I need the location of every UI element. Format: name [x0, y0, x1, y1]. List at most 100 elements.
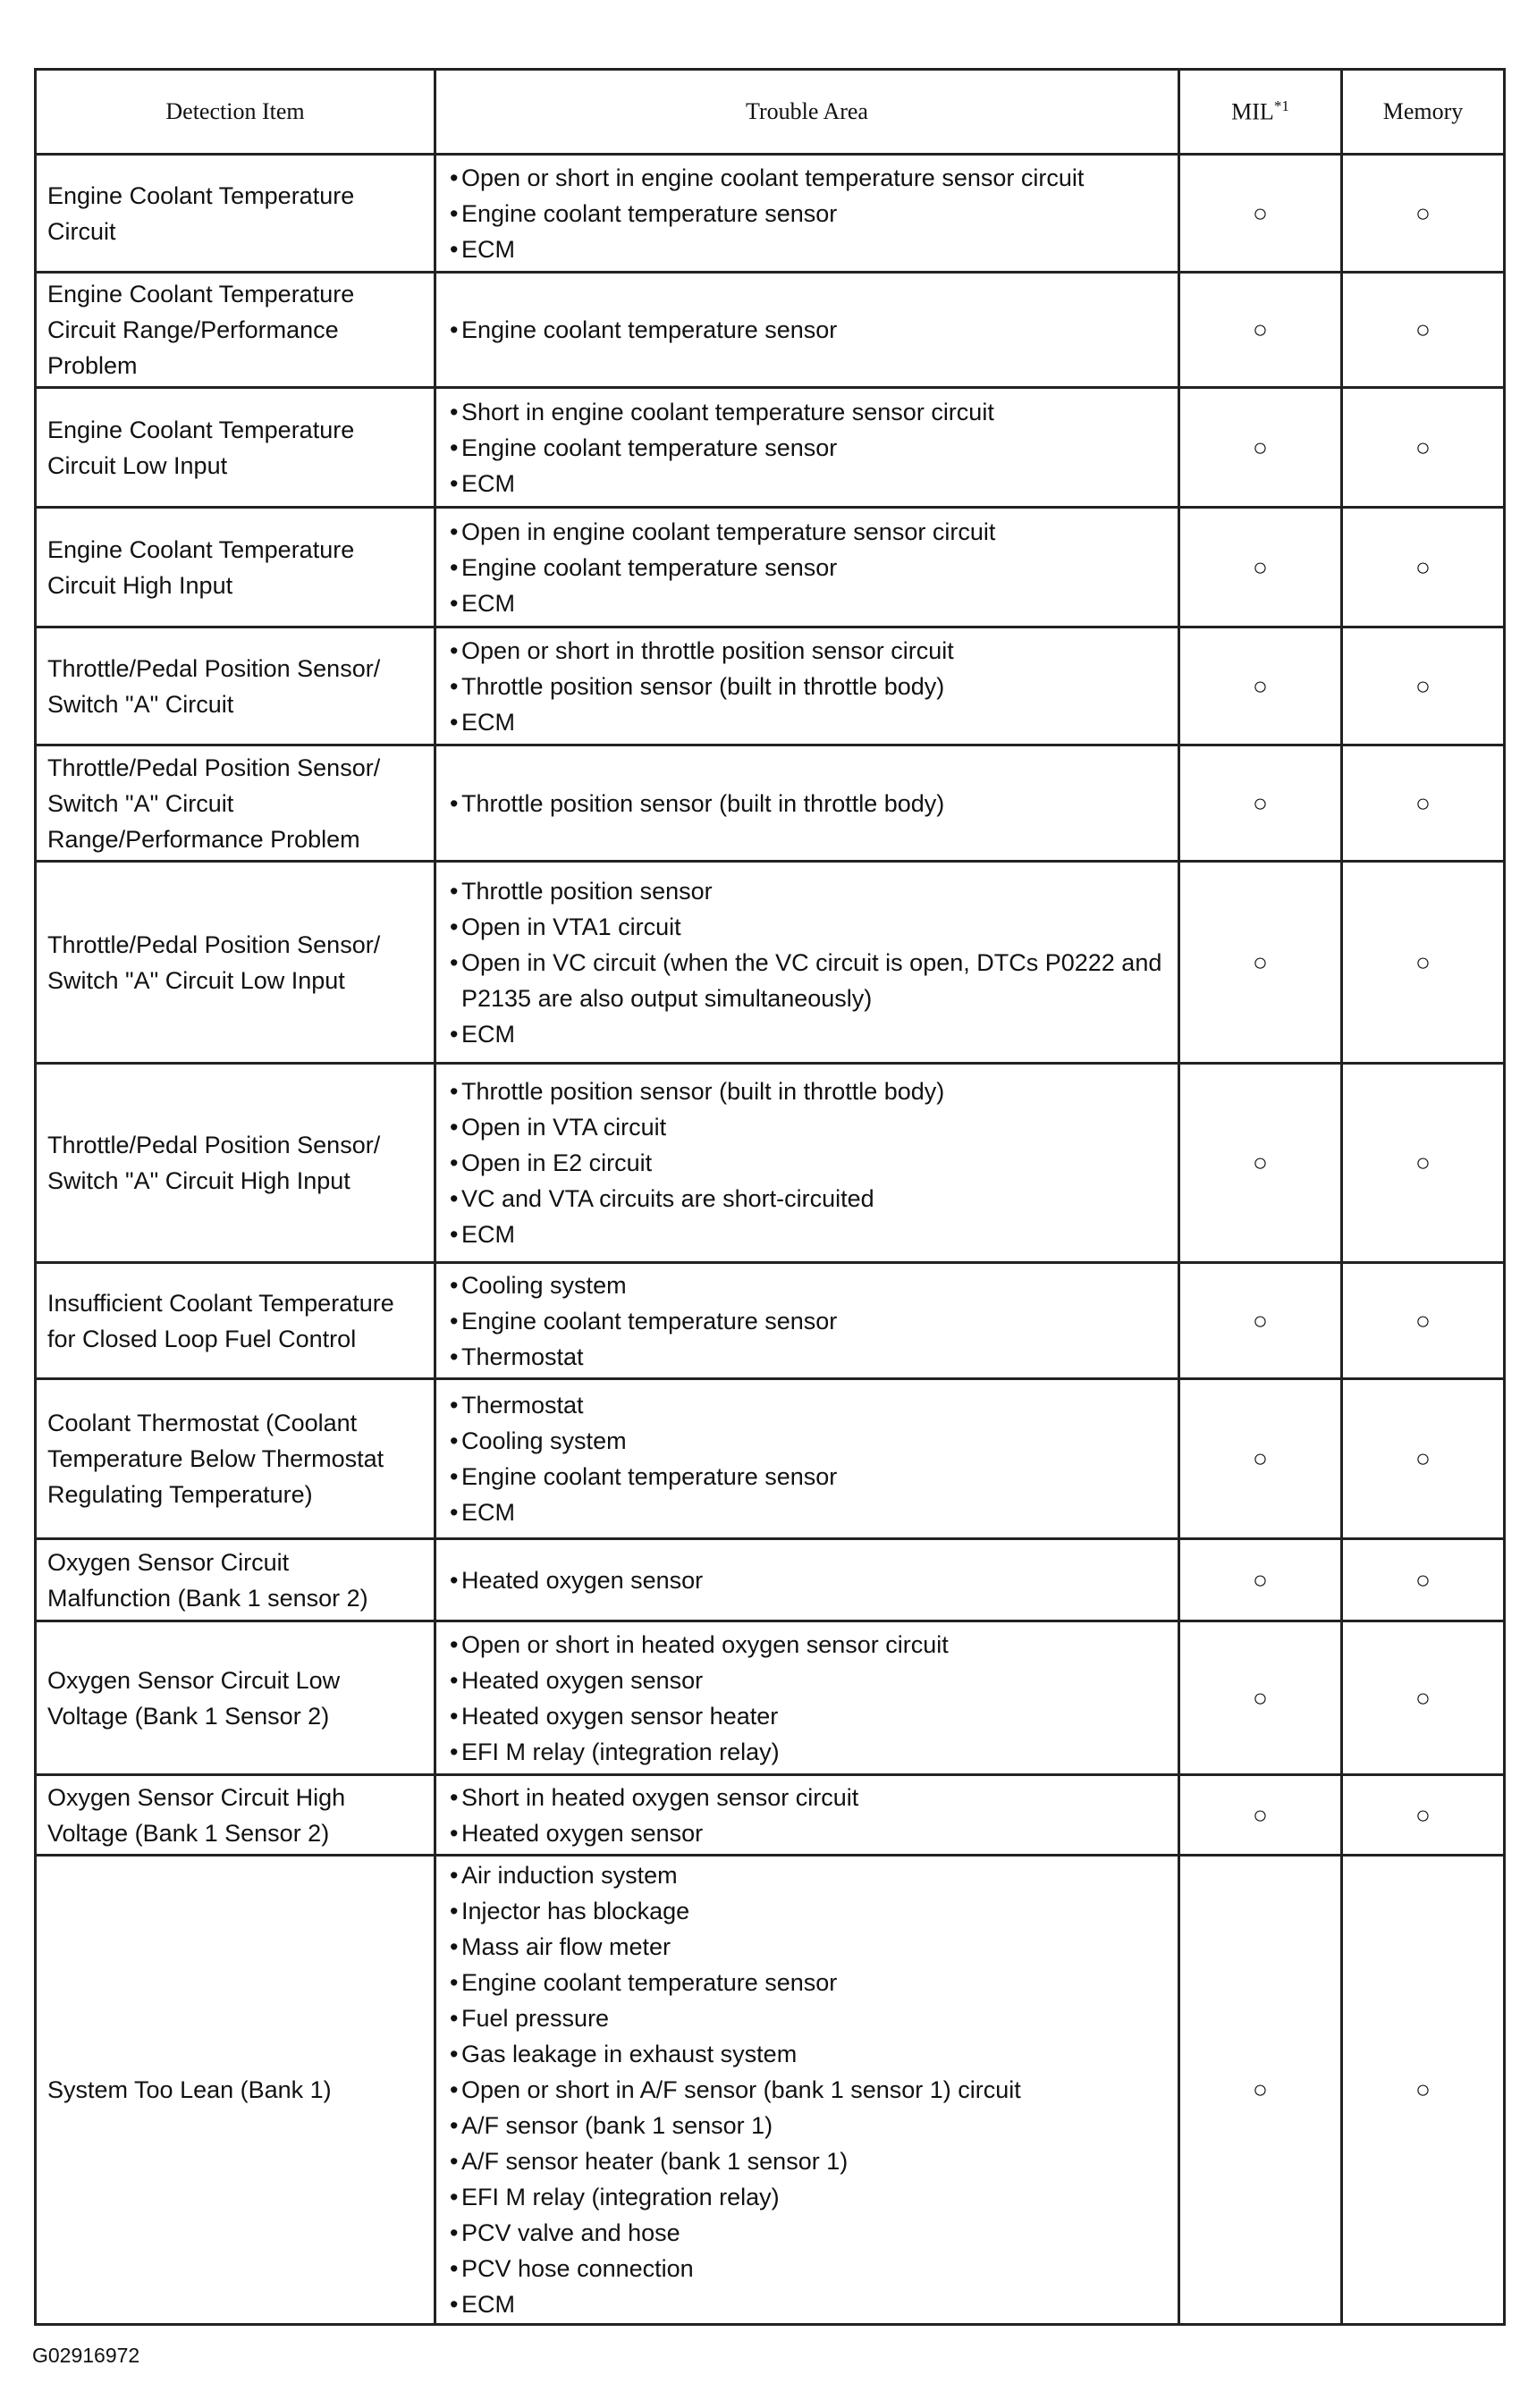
trouble-item: Cooling system	[443, 1267, 1167, 1303]
trouble-list: ThermostatCooling systemEngine coolant t…	[443, 1387, 1167, 1530]
detection-item: Throttle/Pedal Position Sensor/ Switch "…	[34, 744, 436, 863]
detection-item: Engine Coolant Temperature Circuit Range…	[34, 271, 436, 389]
trouble-item: ECM	[443, 466, 1167, 501]
table-row: Oxygen Sensor Circuit Malfunction (Bank …	[34, 1537, 1506, 1622]
memory-mark: ○	[1340, 271, 1506, 389]
trouble-area: Open or short in engine coolant temperat…	[434, 153, 1180, 274]
detection-item: Engine Coolant Temperature Circuit Low I…	[34, 386, 436, 509]
trouble-area: Open or short in heated oxygen sensor ci…	[434, 1620, 1180, 1776]
memory-mark: ○	[1340, 1773, 1506, 1857]
header-cell: Memory	[1340, 68, 1506, 156]
detection-item: Throttle/Pedal Position Sensor/ Switch "…	[34, 1062, 436, 1264]
detection-item: Insufficient Coolant Temperature for Clo…	[34, 1261, 436, 1380]
trouble-item: Engine coolant temperature sensor	[443, 1965, 1167, 2000]
table-row: Coolant Thermostat (Coolant Temperature …	[34, 1377, 1506, 1540]
trouble-item: EFI M relay (integration relay)	[443, 2179, 1167, 2215]
table-row: Engine Coolant Temperature CircuitOpen o…	[34, 153, 1506, 274]
memory-mark: ○	[1340, 506, 1506, 628]
table-row: Engine Coolant Temperature Circuit High …	[34, 506, 1506, 628]
trouble-list: Short in engine coolant temperature sens…	[443, 394, 1167, 501]
trouble-area: Heated oxygen sensor	[434, 1537, 1180, 1622]
trouble-area: Throttle position sensorOpen in VTA1 cir…	[434, 860, 1180, 1065]
memory-mark: ○	[1340, 626, 1506, 746]
trouble-item: ECM	[443, 1217, 1167, 1252]
mil-mark: ○	[1178, 1854, 1343, 2326]
detection-item: Oxygen Sensor Circuit Malfunction (Bank …	[34, 1537, 436, 1622]
trouble-item: ECM	[443, 704, 1167, 740]
trouble-item: Open or short in engine coolant temperat…	[443, 160, 1167, 196]
trouble-item: Injector has blockage	[443, 1893, 1167, 1929]
table-row: System Too Lean (Bank 1)Air induction sy…	[34, 1854, 1506, 2326]
detection-item: Throttle/Pedal Position Sensor/ Switch "…	[34, 626, 436, 746]
table-row: Oxygen Sensor Circuit High Voltage (Bank…	[34, 1773, 1506, 1857]
trouble-area: Throttle position sensor (built in throt…	[434, 1062, 1180, 1264]
table-row: Insufficient Coolant Temperature for Clo…	[34, 1261, 1506, 1380]
trouble-list: Open or short in heated oxygen sensor ci…	[443, 1627, 1167, 1770]
trouble-area: Open or short in throttle position senso…	[434, 626, 1180, 746]
trouble-item: Throttle position sensor (built in throt…	[443, 669, 1167, 704]
mil-mark: ○	[1178, 1377, 1343, 1540]
trouble-list: Short in heated oxygen sensor circuitHea…	[443, 1780, 1167, 1851]
trouble-area: Throttle position sensor (built in throt…	[434, 744, 1180, 863]
trouble-area: Short in engine coolant temperature sens…	[434, 386, 1180, 509]
trouble-item: Mass air flow meter	[443, 1929, 1167, 1965]
trouble-area: Engine coolant temperature sensor	[434, 271, 1180, 389]
mil-mark: ○	[1178, 153, 1343, 274]
trouble-item: Thermostat	[443, 1387, 1167, 1423]
header-cell: MIL*1	[1178, 68, 1343, 156]
trouble-item: Fuel pressure	[443, 2000, 1167, 2036]
trouble-item: Short in heated oxygen sensor circuit	[443, 1780, 1167, 1815]
memory-mark: ○	[1340, 1377, 1506, 1540]
memory-mark: ○	[1340, 386, 1506, 509]
mil-mark: ○	[1178, 1062, 1343, 1264]
detection-item: Throttle/Pedal Position Sensor/ Switch "…	[34, 860, 436, 1065]
trouble-list: Throttle position sensorOpen in VTA1 cir…	[443, 873, 1167, 1052]
trouble-item: ECM	[443, 585, 1167, 621]
trouble-item: ECM	[443, 1494, 1167, 1530]
mil-mark: ○	[1178, 386, 1343, 509]
trouble-item: Cooling system	[443, 1423, 1167, 1459]
table-row: Engine Coolant Temperature Circuit Range…	[34, 271, 1506, 389]
trouble-item: Heated oxygen sensor	[443, 1663, 1167, 1698]
trouble-item: Heated oxygen sensor heater	[443, 1698, 1167, 1734]
trouble-item: EFI M relay (integration relay)	[443, 1734, 1167, 1770]
trouble-item: Engine coolant temperature sensor	[443, 1459, 1167, 1494]
trouble-item: Engine coolant temperature sensor	[443, 430, 1167, 466]
trouble-item: Engine coolant temperature sensor	[443, 312, 1167, 348]
trouble-area: Air induction systemInjector has blockag…	[434, 1854, 1180, 2326]
trouble-item: ECM	[443, 1016, 1167, 1052]
memory-mark: ○	[1340, 1537, 1506, 1622]
memory-mark: ○	[1340, 153, 1506, 274]
trouble-item: Heated oxygen sensor	[443, 1815, 1167, 1851]
figure-code: G02916972	[32, 2344, 140, 2367]
trouble-list: Open in engine coolant temperature senso…	[443, 514, 1167, 621]
header-cell: Trouble Area	[434, 68, 1180, 156]
trouble-list: Air induction systemInjector has blockag…	[443, 1857, 1167, 2322]
trouble-list: Engine coolant temperature sensor	[443, 312, 1167, 348]
detection-item: Oxygen Sensor Circuit High Voltage (Bank…	[34, 1773, 436, 1857]
mil-mark: ○	[1178, 506, 1343, 628]
trouble-item: Open in VTA1 circuit	[443, 909, 1167, 945]
trouble-list: Throttle position sensor (built in throt…	[443, 786, 1167, 821]
detection-item: System Too Lean (Bank 1)	[34, 1854, 436, 2326]
memory-mark: ○	[1340, 1854, 1506, 2326]
memory-mark: ○	[1340, 1620, 1506, 1776]
table-row: Engine Coolant Temperature Circuit Low I…	[34, 386, 1506, 509]
mil-mark: ○	[1178, 626, 1343, 746]
trouble-item: PCV valve and hose	[443, 2215, 1167, 2251]
trouble-item: Throttle position sensor	[443, 873, 1167, 909]
trouble-item: ECM	[443, 2286, 1167, 2322]
trouble-item: Throttle position sensor (built in throt…	[443, 786, 1167, 821]
memory-mark: ○	[1340, 1261, 1506, 1380]
trouble-item: Open or short in A/F sensor (bank 1 sens…	[443, 2072, 1167, 2108]
trouble-item: Open or short in heated oxygen sensor ci…	[443, 1627, 1167, 1663]
trouble-item: Open in VC circuit (when the VC circuit …	[443, 945, 1167, 1016]
mil-mark: ○	[1178, 1620, 1343, 1776]
detection-item: Coolant Thermostat (Coolant Temperature …	[34, 1377, 436, 1540]
trouble-area: Short in heated oxygen sensor circuitHea…	[434, 1773, 1180, 1857]
table-row: Throttle/Pedal Position Sensor/ Switch "…	[34, 626, 1506, 746]
footnote-mark: *1	[1273, 97, 1289, 115]
detection-item: Engine Coolant Temperature Circuit High …	[34, 506, 436, 628]
trouble-item: PCV hose connection	[443, 2251, 1167, 2286]
